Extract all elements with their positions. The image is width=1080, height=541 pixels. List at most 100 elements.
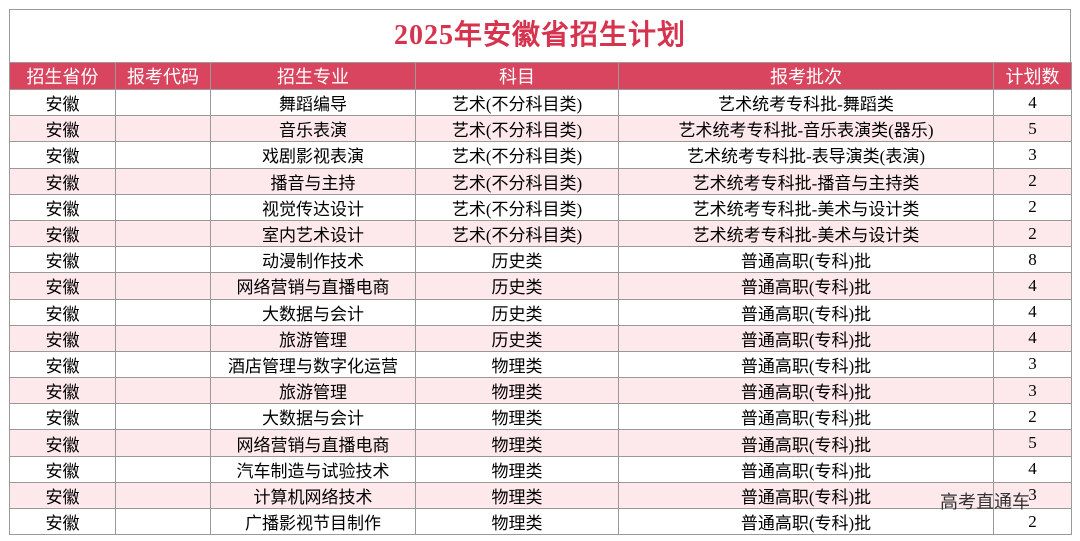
table-row: 安徽 酒店管理与数字化运营 物理类 普通高职(专科)批 3 <box>9 350 1072 379</box>
batch-cell: 普通高职(专科)批 <box>618 324 994 352</box>
province-cell: 安徽 <box>9 115 116 143</box>
province-cell: 安徽 <box>9 455 116 483</box>
count-cell: 4 <box>993 88 1072 117</box>
code-cell <box>115 246 211 274</box>
code-cell <box>115 403 211 431</box>
table-row: 安徽 大数据与会计 历史类 普通高职(专科)批 4 <box>9 298 1072 326</box>
major-cell: 酒店管理与数字化运营 <box>210 350 416 379</box>
subject-cell: 历史类 <box>415 298 619 326</box>
batch-cell: 艺术统考专科批-播音与主持类 <box>618 167 994 195</box>
code-cell <box>115 141 211 169</box>
count-cell: 5 <box>993 115 1072 143</box>
subject-cell: 艺术(不分科目类) <box>415 219 619 248</box>
province-cell: 安徽 <box>9 272 116 300</box>
batch-cell: 普通高职(专科)批 <box>618 455 994 483</box>
province-cell: 安徽 <box>9 324 116 352</box>
table-row: 安徽 舞蹈编导 艺术(不分科目类) 艺术统考专科批-舞蹈类 4 <box>9 88 1072 117</box>
column-header: 报考批次 <box>618 62 994 90</box>
count-cell: 8 <box>993 246 1072 274</box>
major-cell: 旅游管理 <box>210 324 416 352</box>
subject-cell: 物理类 <box>415 350 619 379</box>
province-cell: 安徽 <box>9 141 116 169</box>
province-cell: 安徽 <box>9 219 116 248</box>
column-header: 招生专业 <box>210 62 416 90</box>
table-row: 安徽 大数据与会计 物理类 普通高职(专科)批 2 <box>9 403 1072 431</box>
subject-cell: 物理类 <box>415 455 619 483</box>
subject-cell: 艺术(不分科目类) <box>415 88 619 117</box>
count-cell: 2 <box>993 193 1072 221</box>
batch-cell: 艺术统考专科批-美术与设计类 <box>618 219 994 248</box>
subject-cell: 物理类 <box>415 429 619 457</box>
province-cell: 安徽 <box>9 350 116 379</box>
count-cell: 3 <box>993 481 1072 510</box>
major-cell: 舞蹈编导 <box>210 88 416 117</box>
code-cell <box>115 507 211 536</box>
major-cell: 大数据与会计 <box>210 298 416 326</box>
major-cell: 广播影视节目制作 <box>210 507 416 536</box>
count-cell: 3 <box>993 377 1072 405</box>
major-cell: 戏剧影视表演 <box>210 141 416 169</box>
batch-cell: 普通高职(专科)批 <box>618 272 994 300</box>
major-cell: 汽车制造与试验技术 <box>210 455 416 483</box>
batch-cell: 普通高职(专科)批 <box>618 481 994 510</box>
province-cell: 安徽 <box>9 298 116 326</box>
batch-cell: 普通高职(专科)批 <box>618 429 994 457</box>
major-cell: 网络营销与直播电商 <box>210 429 416 457</box>
code-cell <box>115 193 211 221</box>
code-cell <box>115 88 211 117</box>
major-cell: 旅游管理 <box>210 377 416 405</box>
province-cell: 安徽 <box>9 167 116 195</box>
batch-cell: 艺术统考专科批-舞蹈类 <box>618 88 994 117</box>
count-cell: 4 <box>993 455 1072 483</box>
batch-cell: 普通高职(专科)批 <box>618 403 994 431</box>
major-cell: 动漫制作技术 <box>210 246 416 274</box>
title: 2025年安徽省招生计划 <box>9 9 1071 62</box>
batch-cell: 普通高职(专科)批 <box>618 298 994 326</box>
major-cell: 室内艺术设计 <box>210 219 416 248</box>
table-row: 安徽 旅游管理 物理类 普通高职(专科)批 3 <box>9 377 1072 405</box>
header-row: 招生省份 报考代码 招生专业 科目 报考批次 计划数 <box>9 62 1072 90</box>
major-cell: 网络营销与直播电商 <box>210 272 416 300</box>
major-cell: 视觉传达设计 <box>210 193 416 221</box>
table-row: 安徽 播音与主持 艺术(不分科目类) 艺术统考专科批-播音与主持类 2 <box>9 167 1072 195</box>
table-row: 安徽 广播影视节目制作 物理类 普通高职(专科)批 2 <box>9 507 1072 536</box>
batch-cell: 艺术统考专科批-表导演类(表演) <box>618 141 994 169</box>
table-row: 安徽 汽车制造与试验技术 物理类 普通高职(专科)批 4 <box>9 455 1072 483</box>
count-cell: 2 <box>993 167 1072 195</box>
province-cell: 安徽 <box>9 403 116 431</box>
code-cell <box>115 272 211 300</box>
subject-cell: 艺术(不分科目类) <box>415 141 619 169</box>
count-cell: 2 <box>993 403 1072 431</box>
code-cell <box>115 377 211 405</box>
province-cell: 安徽 <box>9 246 116 274</box>
code-cell <box>115 324 211 352</box>
count-cell: 4 <box>993 298 1072 326</box>
batch-cell: 普通高职(专科)批 <box>618 246 994 274</box>
code-cell <box>115 298 211 326</box>
province-cell: 安徽 <box>9 88 116 117</box>
subject-cell: 历史类 <box>415 246 619 274</box>
province-cell: 安徽 <box>9 507 116 536</box>
table-row: 安徽 计算机网络技术 物理类 普通高职(专科)批 3 <box>9 481 1072 510</box>
table-body: 安徽 舞蹈编导 艺术(不分科目类) 艺术统考专科批-舞蹈类 4 安徽 音乐表演 艺术(不分科目… <box>9 88 1072 536</box>
count-cell: 5 <box>993 429 1072 457</box>
table-row: 安徽 网络营销与直播电商 物理类 普通高职(专科)批 5 <box>9 429 1072 457</box>
table-row: 安徽 室内艺术设计 艺术(不分科目类) 艺术统考专科批-美术与设计类 2 <box>9 219 1072 248</box>
subject-cell: 物理类 <box>415 481 619 510</box>
subject-cell: 历史类 <box>415 324 619 352</box>
major-cell: 播音与主持 <box>210 167 416 195</box>
table-row: 安徽 网络营销与直播电商 历史类 普通高职(专科)批 4 <box>9 272 1072 300</box>
province-cell: 安徽 <box>9 429 116 457</box>
code-cell <box>115 455 211 483</box>
province-cell: 安徽 <box>9 193 116 221</box>
table-row: 安徽 视觉传达设计 艺术(不分科目类) 艺术统考专科批-美术与设计类 2 <box>9 193 1072 221</box>
code-cell <box>115 350 211 379</box>
major-cell: 音乐表演 <box>210 115 416 143</box>
table: 招生省份 报考代码 招生专业 科目 报考批次 计划数 安徽 舞蹈编导 艺术(不分科目类) 艺术统… <box>9 62 1072 536</box>
batch-cell: 艺术统考专科批-音乐表演类(器乐) <box>618 115 994 143</box>
count-cell: 3 <box>993 350 1072 379</box>
column-header: 报考代码 <box>115 62 211 90</box>
column-header: 招生省份 <box>9 62 116 90</box>
count-cell: 4 <box>993 272 1072 300</box>
table-row: 安徽 音乐表演 艺术(不分科目类) 艺术统考专科批-音乐表演类(器乐) 5 <box>9 115 1072 143</box>
